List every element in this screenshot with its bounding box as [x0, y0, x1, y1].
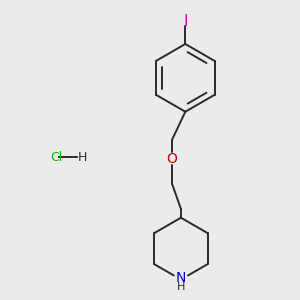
Text: I: I — [183, 14, 188, 28]
Text: N: N — [176, 271, 186, 285]
Text: H: H — [177, 282, 185, 292]
Text: Cl: Cl — [50, 151, 62, 164]
Text: O: O — [167, 152, 178, 166]
Text: H: H — [78, 151, 87, 164]
